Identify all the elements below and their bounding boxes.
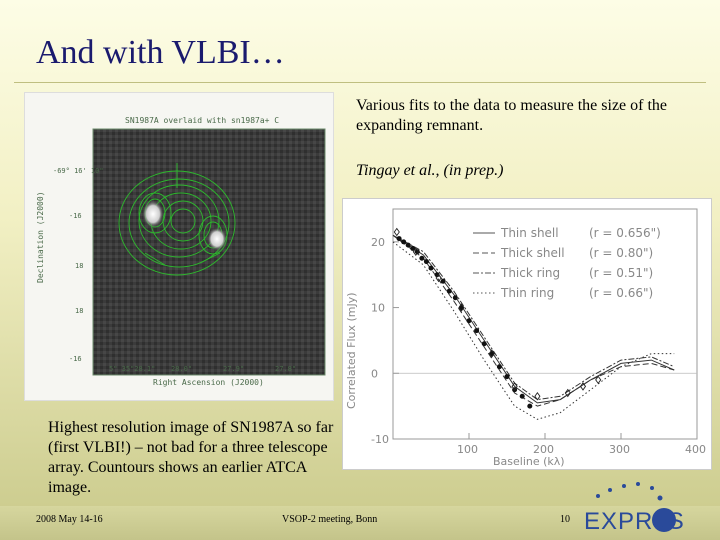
chart-point-open	[534, 392, 541, 401]
visibility-chart: 100 200 300 400 -10 0 10 20 Thin shell (r = 0.65…	[345, 208, 706, 468]
expres-logo-stars-icon	[596, 482, 676, 532]
chart-point-filled	[419, 255, 425, 261]
chart-point-open	[579, 382, 587, 391]
image-ylabel: Declination (J2000)	[36, 191, 45, 283]
footer-date: 2008 May 14-16	[36, 514, 103, 525]
chart-point-open	[458, 303, 465, 312]
chart-series-line-thin-shell	[392, 234, 675, 404]
chart-xtick-label: 100	[457, 443, 478, 456]
chart-point-filled	[446, 288, 452, 294]
chart-ytick-label: 20	[371, 236, 385, 249]
chart-point-filled	[428, 265, 434, 271]
chart-point-filled	[401, 239, 407, 245]
footer-page-number: 10	[560, 514, 570, 525]
expres-logo: EXPReS	[584, 508, 685, 535]
slide-title: And with VLBI…	[36, 34, 285, 71]
chart-xlabel: Baseline (kλ)	[493, 455, 565, 468]
chart-point-filled	[410, 245, 416, 251]
chart-point-filled	[423, 259, 429, 265]
chart-xtick-label: 400	[685, 443, 706, 456]
chart-point-open	[435, 273, 442, 283]
legend-r-value: (r = 0.80")	[589, 246, 653, 260]
legend-r-value: (r = 0.51")	[589, 266, 653, 280]
legend-label: Thick shell	[500, 246, 565, 260]
chart-point-filled	[466, 318, 472, 324]
chart-point-open	[393, 227, 400, 237]
chart-point-filled	[496, 364, 502, 370]
chart-xtick-label: 200	[533, 443, 554, 456]
vlbi-image-panel: SN1987A overlaid with sn1987a+ C Declina…	[24, 92, 334, 401]
footer-meeting: VSOP-2 meeting, Bonn	[282, 514, 378, 525]
image-xtick-3: 27.9"	[223, 365, 244, 373]
image-ytick-2: -16	[69, 212, 82, 220]
chart-point-filled	[474, 328, 480, 334]
chart-point-open	[511, 382, 518, 391]
chart-ytick-label: 10	[371, 302, 385, 315]
chart-point-filled	[504, 374, 510, 380]
chart-ytick-label: 0	[371, 367, 378, 380]
legend-label: Thin ring	[500, 286, 554, 300]
chart-point-open	[488, 349, 495, 358]
caption-text: Highest resolution image of SN1987A so f…	[48, 419, 334, 496]
image-ytick-5: -16	[69, 355, 82, 363]
chart-series-line-thick-ring	[392, 234, 675, 401]
title-rule	[14, 82, 706, 83]
image-xlabel: Right Ascension (J2000)	[153, 378, 264, 387]
visibility-chart-panel: 100 200 300 400 -10 0 10 20 Thin shell (r = 0.65…	[342, 198, 712, 470]
image-ytick-4: 18	[75, 307, 83, 315]
chart-point-open	[595, 375, 602, 385]
vlbi-image: SN1987A overlaid with sn1987a+ C Declina…	[36, 116, 326, 387]
chart-point-open	[564, 388, 571, 398]
chart-xtick-label: 300	[609, 443, 630, 456]
chart-point-filled	[452, 295, 458, 301]
chart-point-filled	[440, 278, 446, 284]
chart-point-filled	[434, 272, 440, 278]
image-ytick-3: 18	[75, 262, 83, 270]
image-xtick-4: 27.8"	[275, 365, 296, 373]
chart-series-line-thin-ring	[392, 241, 675, 420]
description-text: Various fits to the data to measure the …	[356, 97, 668, 134]
footer-bar	[0, 506, 720, 540]
chart-point-filled	[519, 393, 525, 399]
chart-point-filled	[481, 341, 487, 347]
chart-ylabel: Correlated Flux (mJy)	[345, 292, 358, 409]
chart-ytick-label: -10	[371, 433, 389, 446]
chart-plot-frame	[392, 208, 698, 440]
image-xtick-2: 28.0"	[171, 365, 192, 373]
chart-point-filled	[405, 242, 411, 248]
chart-point-filled	[396, 236, 402, 242]
chart-series-line-thick-shell	[392, 234, 675, 407]
legend-label: Thin shell	[500, 226, 559, 240]
chart-point-filled	[414, 249, 420, 255]
image-title: SN1987A overlaid with sn1987a+ C	[125, 116, 279, 125]
chart-point-filled	[527, 403, 533, 409]
legend-r-value: (r = 0.656")	[589, 226, 661, 240]
legend-label: Thick ring	[500, 266, 560, 280]
legend-r-value: (r = 0.66")	[589, 286, 653, 300]
citation-text: Tingay et al., (in prep.)	[356, 162, 504, 179]
chart-point-open	[412, 247, 419, 256]
image-xtick-1: 5" 35"28.1"	[109, 365, 155, 373]
image-ytick-1: -69° 16' 10"	[53, 167, 104, 175]
